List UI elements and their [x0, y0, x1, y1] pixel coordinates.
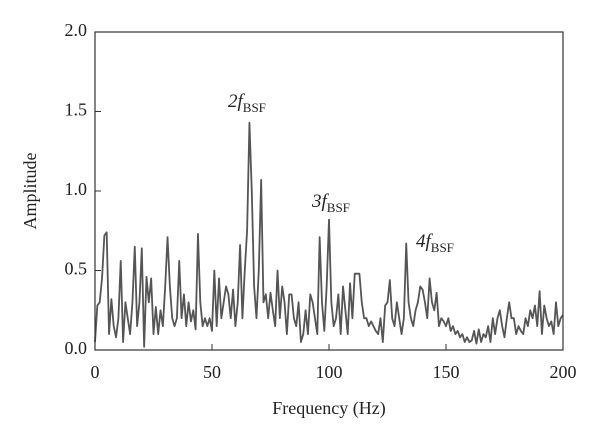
spectrum-line	[94, 121, 564, 348]
y-tick-label: 2.0	[65, 20, 88, 40]
x-tick-label: 150	[433, 362, 460, 382]
annotation-subscript: BSF	[327, 200, 350, 215]
annotation-symbol: f	[238, 91, 246, 112]
peak-annotation: 3fBSF	[311, 191, 350, 215]
x-axis-label: Frequency (Hz)	[272, 398, 385, 419]
peak-annotation: 4fBSF	[416, 231, 454, 255]
annotation-prefix: 3	[311, 191, 322, 212]
y-tick-label: 0.5	[65, 259, 88, 279]
annotation-subscript: BSF	[431, 240, 454, 255]
y-tick-label: 1.0	[65, 179, 88, 199]
y-tick-label: 1.5	[65, 100, 88, 120]
annotation-symbol: f	[426, 231, 434, 252]
annotation-prefix: 4	[416, 231, 426, 252]
plot-frame	[94, 31, 564, 351]
x-tick-label: 100	[316, 362, 343, 382]
x-tick-label: 200	[550, 362, 577, 382]
x-tick-label: 50	[203, 362, 221, 382]
y-axis-label: Amplitude	[20, 152, 40, 229]
annotation-symbol: f	[322, 191, 330, 212]
y-tick-label: 0.0	[65, 338, 88, 358]
peak-annotation: 2fBSF	[228, 91, 266, 115]
annotation-prefix: 2	[228, 91, 238, 112]
annotation-subscript: BSF	[243, 100, 266, 115]
x-tick-label: 0	[91, 362, 100, 382]
